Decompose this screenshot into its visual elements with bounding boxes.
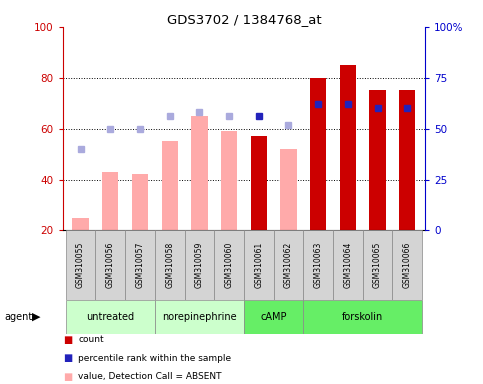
Bar xyxy=(155,230,185,300)
Text: GSM310066: GSM310066 xyxy=(403,242,412,288)
Bar xyxy=(392,230,422,300)
Text: GSM310065: GSM310065 xyxy=(373,242,382,288)
Bar xyxy=(244,300,303,334)
Bar xyxy=(280,149,297,230)
Text: agent: agent xyxy=(5,312,33,322)
Text: ■: ■ xyxy=(63,335,72,345)
Bar xyxy=(303,300,422,334)
Bar xyxy=(96,230,125,300)
Text: GSM310059: GSM310059 xyxy=(195,242,204,288)
Text: GSM310057: GSM310057 xyxy=(136,242,144,288)
Bar xyxy=(340,65,356,230)
Bar xyxy=(310,78,327,230)
Bar xyxy=(125,230,155,300)
Bar xyxy=(244,230,273,300)
Bar xyxy=(363,230,392,300)
Text: ■: ■ xyxy=(63,353,72,363)
Bar xyxy=(155,300,244,334)
Text: GSM310060: GSM310060 xyxy=(225,242,234,288)
Bar xyxy=(333,230,363,300)
Text: GSM310055: GSM310055 xyxy=(76,242,85,288)
Text: ■: ■ xyxy=(63,372,72,382)
Text: GSM310064: GSM310064 xyxy=(343,242,352,288)
Text: GSM310056: GSM310056 xyxy=(106,242,115,288)
Bar xyxy=(132,174,148,230)
Text: ▶: ▶ xyxy=(32,312,41,322)
Bar xyxy=(221,131,237,230)
Bar xyxy=(399,91,415,230)
Bar xyxy=(251,136,267,230)
Bar xyxy=(72,218,89,230)
Bar xyxy=(66,300,155,334)
Text: GSM310058: GSM310058 xyxy=(165,242,174,288)
Text: GSM310063: GSM310063 xyxy=(313,242,323,288)
Bar xyxy=(66,230,96,300)
Bar xyxy=(214,230,244,300)
Text: cAMP: cAMP xyxy=(260,312,287,322)
Text: norepinephrine: norepinephrine xyxy=(162,312,237,322)
Bar xyxy=(273,230,303,300)
Text: value, Detection Call = ABSENT: value, Detection Call = ABSENT xyxy=(78,372,222,381)
Bar xyxy=(369,91,386,230)
Bar xyxy=(191,116,208,230)
Text: untreated: untreated xyxy=(86,312,134,322)
Bar xyxy=(185,230,214,300)
Bar xyxy=(161,141,178,230)
Title: GDS3702 / 1384768_at: GDS3702 / 1384768_at xyxy=(167,13,321,26)
Bar xyxy=(303,230,333,300)
Bar xyxy=(102,172,118,230)
Text: forskolin: forskolin xyxy=(342,312,384,322)
Text: percentile rank within the sample: percentile rank within the sample xyxy=(78,354,231,363)
Text: count: count xyxy=(78,335,104,344)
Text: GSM310061: GSM310061 xyxy=(254,242,263,288)
Text: GSM310062: GSM310062 xyxy=(284,242,293,288)
